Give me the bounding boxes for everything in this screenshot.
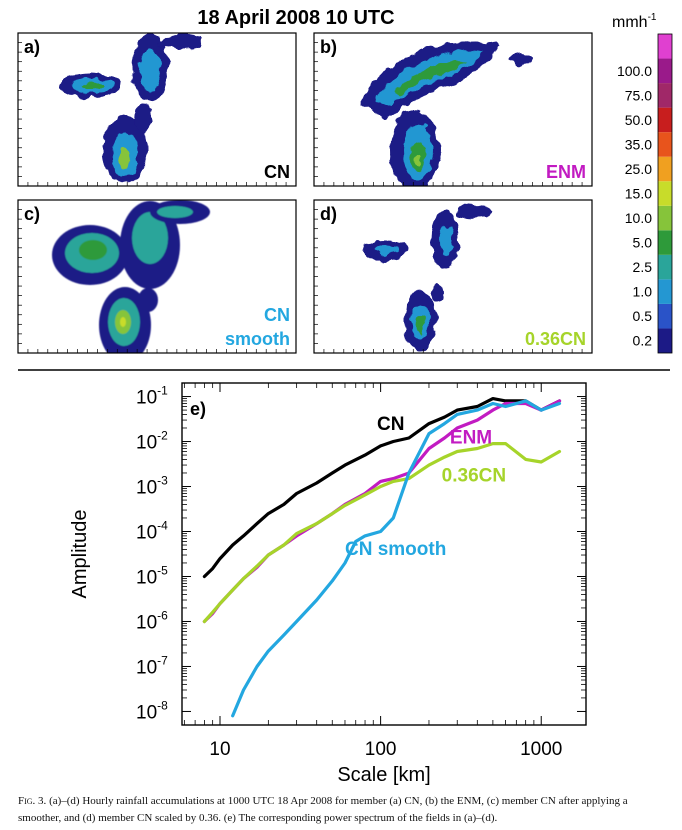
- figure-caption: Fig. 3. (a)–(d) Hourly rainfall accumula…: [18, 793, 668, 827]
- axis-ticks: 10 100 1000 10-1 10-2 10-3 10-4 10-5 10-6 10-7 10-…: [136, 382, 586, 760]
- y-tick-label: 10-3: [136, 474, 168, 499]
- series-label: 0.36CN: [442, 465, 506, 486]
- colorbar: mmh-1 0.2 0.5 1.0 2.5 5.0 10.0 15.0 25.0 35.0 50.…: [612, 12, 673, 354]
- series-line-0-36cn: [202, 442, 562, 624]
- y-axis-label: Amplitude: [69, 510, 91, 599]
- caption-text: (a)–(d) Hourly rainfall accumulations at…: [18, 795, 628, 824]
- map-panel-label: a): [24, 37, 40, 57]
- colorbar-level: 15.0: [625, 186, 652, 202]
- y-tick-label: 10-7: [136, 653, 168, 678]
- figure-title: 18 April 2008 10 UTC: [197, 7, 394, 29]
- colorbar-swatch: [658, 132, 672, 157]
- colorbar-swatch: [658, 328, 672, 353]
- y-tick-label: 10-1: [136, 384, 168, 409]
- colorbar-level: 25.0: [625, 161, 652, 177]
- colorbar-level: 1.0: [633, 284, 653, 300]
- map-labels: a) CN b) ENM c) CN smooth d) 0.36CN: [18, 37, 586, 353]
- colorbar-swatch: [658, 205, 672, 231]
- colorbar-swatch: [658, 156, 672, 182]
- colorbar-frame: [657, 33, 673, 354]
- y-tick-label: 10-2: [136, 429, 168, 454]
- colorbar-unit: mmh-1: [612, 12, 657, 31]
- colorbar-swatch: [658, 303, 672, 329]
- series-line-cn: [202, 397, 562, 579]
- caption-label: Fig. 3.: [18, 795, 47, 807]
- map-label: 0.36CN: [525, 329, 586, 349]
- colorbar-level: 5.0: [633, 235, 653, 251]
- plot-frame: [181, 382, 587, 726]
- rain-field-a: [60, 34, 202, 184]
- colorbar-swatch: [658, 254, 672, 280]
- colorbar-level: 10.0: [625, 210, 652, 226]
- colorbar-swatch: [658, 279, 672, 304]
- colorbar-level: 0.5: [633, 308, 653, 324]
- map-panel-d: [313, 199, 593, 354]
- map-panel-label: b): [320, 37, 337, 57]
- colorbar-swatch: [658, 107, 672, 133]
- colorbar-level: 75.0: [625, 87, 652, 103]
- y-tick-label: 10-8: [136, 698, 168, 723]
- map-panel-label: c): [24, 204, 40, 224]
- colorbar-swatch: [658, 181, 672, 206]
- colorbar-swatch: [658, 83, 672, 108]
- map-panel-c: [17, 199, 297, 354]
- series-label: ENM: [450, 428, 492, 449]
- colorbar-level: 35.0: [625, 136, 652, 152]
- series-label: CN: [377, 414, 404, 435]
- rain-field-c: [52, 200, 210, 353]
- x-tick-label: 100: [365, 739, 397, 760]
- spectrum-chart: 10 100 1000 10-1 10-2 10-3 10-4 10-5 10-6 10-7 10-…: [69, 382, 587, 786]
- map-label: smooth: [225, 329, 290, 349]
- rain-field-d: [361, 205, 493, 350]
- colorbar-swatch: [658, 34, 672, 59]
- colorbar-level: 0.2: [633, 333, 653, 349]
- series-line-cn-smooth: [231, 399, 562, 718]
- map-label: CN: [264, 305, 290, 325]
- x-tick-label: 1000: [520, 739, 562, 760]
- colorbar-level: 2.5: [633, 259, 653, 275]
- colorbar-level: 100.0: [617, 63, 652, 79]
- x-tick-label: 10: [209, 739, 230, 760]
- colorbar-swatch: [658, 230, 672, 255]
- y-tick-label: 10-5: [136, 563, 168, 588]
- x-axis-label: Scale [km]: [337, 764, 430, 786]
- map-label: ENM: [546, 162, 586, 182]
- y-tick-label: 10-4: [136, 519, 168, 544]
- colorbar-level: 50.0: [625, 112, 652, 128]
- series-labels: CN ENM 0.36CN CN smooth: [345, 414, 506, 560]
- chart-panel-label: e): [190, 399, 206, 419]
- map-panel-label: d): [320, 204, 337, 224]
- series-lines: [202, 397, 562, 718]
- map-label: CN: [264, 162, 290, 182]
- rain-field-b: [360, 41, 532, 186]
- series-label: CN smooth: [345, 539, 446, 560]
- colorbar-swatch: [658, 58, 672, 84]
- map-panel-a: [17, 32, 297, 187]
- y-tick-label: 10-6: [136, 608, 168, 633]
